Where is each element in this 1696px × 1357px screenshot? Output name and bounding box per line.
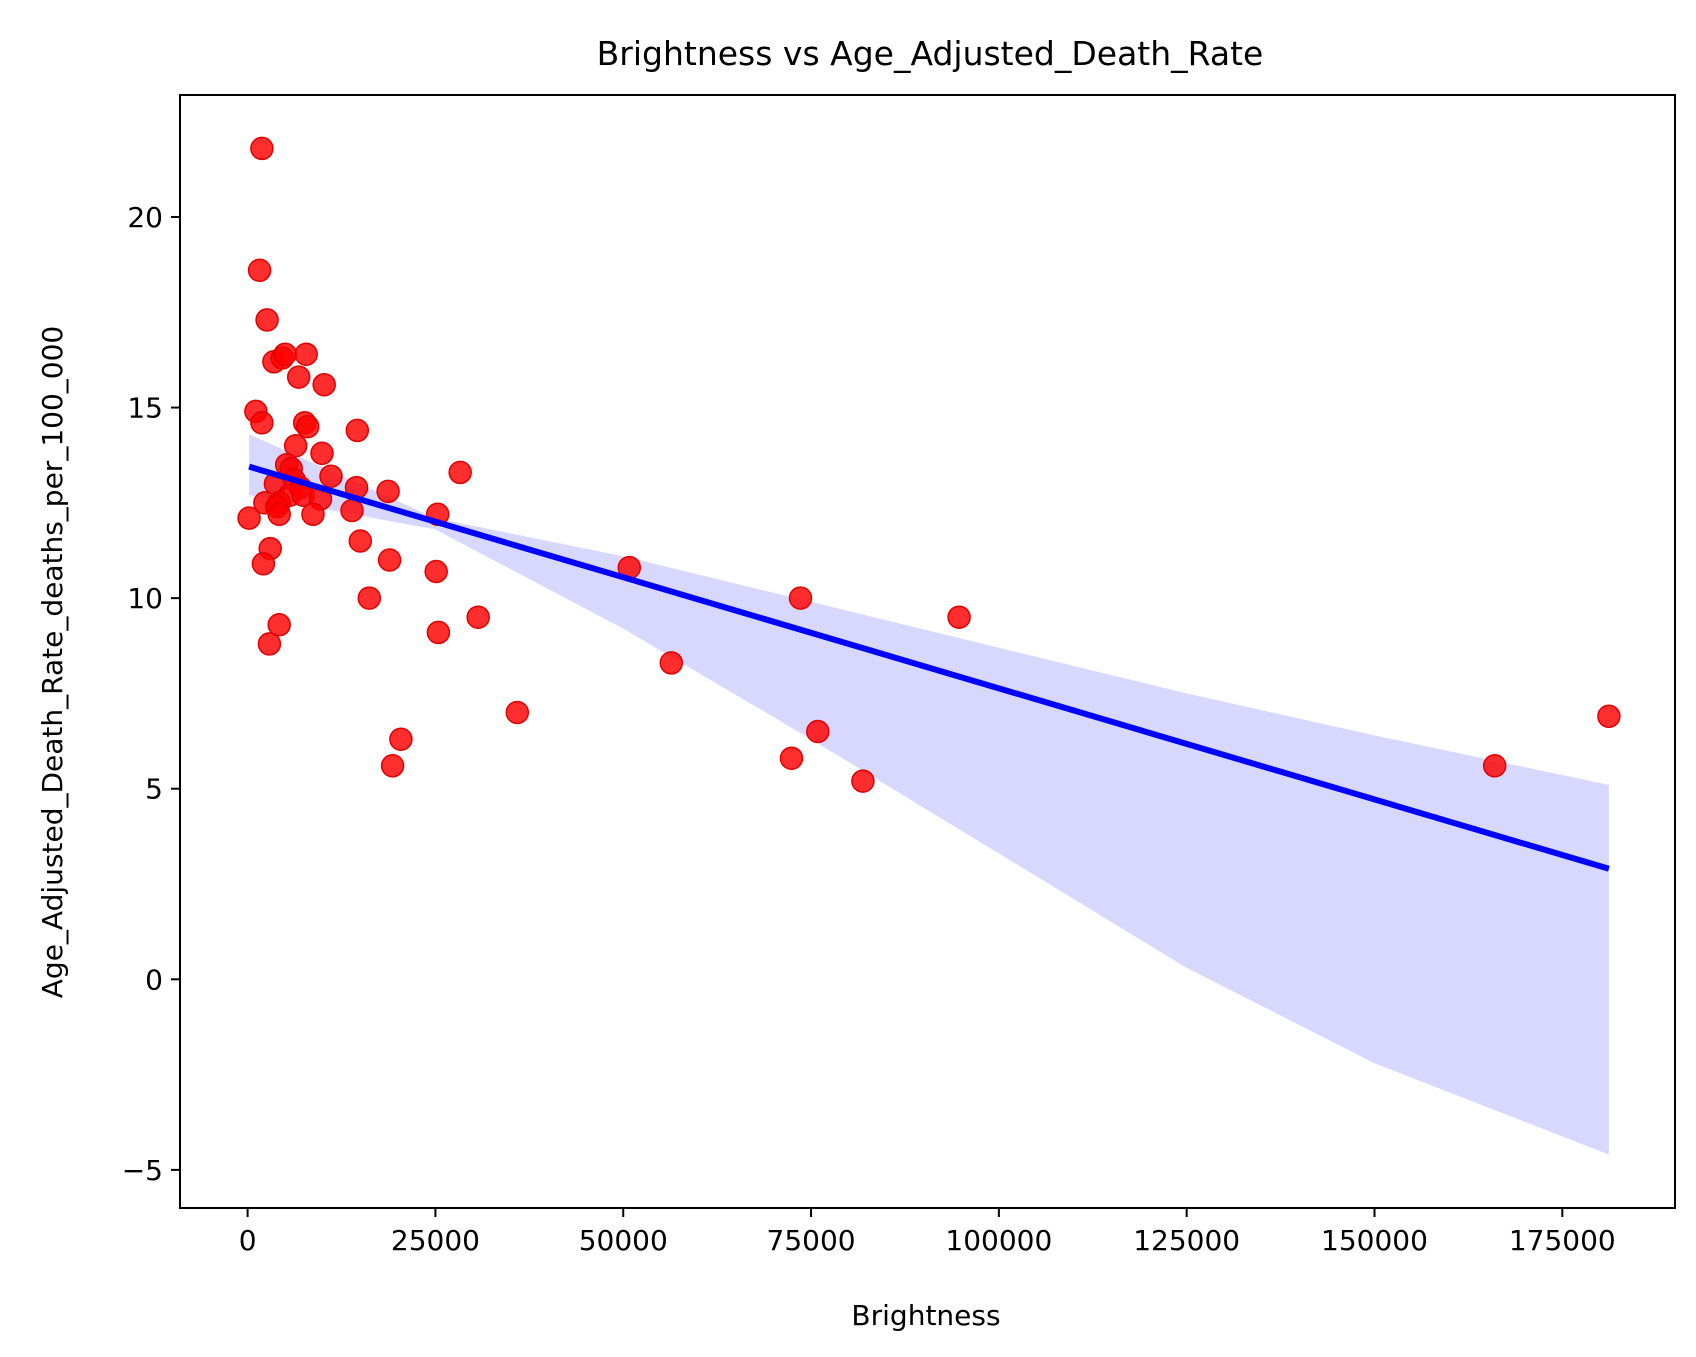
x-tick-label: 175000 bbox=[1509, 1224, 1616, 1257]
axes-frame bbox=[179, 94, 1676, 1209]
data-point bbox=[466, 605, 490, 629]
data-point bbox=[294, 342, 318, 366]
y-axis-label: Age_Adjusted_Death_Rate_deaths_per_100_0… bbox=[36, 326, 69, 998]
chart-title: Brightness vs Age_Adjusted_Death_Rate bbox=[597, 34, 1264, 73]
y-tick-label: 5 bbox=[145, 773, 163, 806]
data-point bbox=[779, 746, 804, 770]
data-point bbox=[247, 258, 272, 283]
x-tick-label: 25000 bbox=[391, 1224, 480, 1257]
data-point bbox=[286, 365, 311, 389]
regression-line bbox=[248, 463, 1610, 872]
data-point bbox=[448, 460, 472, 485]
x-tick-label: 150000 bbox=[1321, 1224, 1428, 1257]
data-point bbox=[250, 411, 274, 435]
y-tick-label: −5 bbox=[122, 1154, 163, 1187]
axes: 0 25000 50000 75000 100000 125000 150000 175000… bbox=[122, 94, 1676, 1257]
x-tick-label: 75000 bbox=[767, 1224, 856, 1257]
data-point bbox=[377, 548, 402, 572]
data-point bbox=[340, 498, 364, 523]
data-point bbox=[389, 727, 413, 751]
data-point bbox=[257, 632, 282, 656]
y-tick-label: 20 bbox=[127, 201, 163, 234]
data-point bbox=[255, 308, 279, 332]
data-point bbox=[295, 414, 320, 439]
x-tick-label: 50000 bbox=[579, 1224, 668, 1257]
data-point bbox=[237, 506, 261, 530]
y-tick-label: 15 bbox=[127, 392, 163, 425]
data-point bbox=[301, 502, 325, 527]
data-point bbox=[348, 529, 373, 553]
y-tick-label: 10 bbox=[127, 582, 163, 615]
data-point bbox=[273, 342, 297, 366]
data-point bbox=[788, 586, 813, 610]
data-point bbox=[283, 433, 308, 458]
data-point bbox=[806, 719, 830, 744]
data-point bbox=[1482, 754, 1507, 778]
data-point bbox=[312, 372, 336, 397]
data-point bbox=[947, 605, 971, 629]
x-tick-label: 100000 bbox=[945, 1224, 1052, 1257]
data-point bbox=[250, 136, 274, 161]
x-tick-label: 0 bbox=[239, 1224, 257, 1257]
data-point bbox=[1597, 704, 1621, 729]
data-point bbox=[310, 441, 334, 466]
data-point bbox=[357, 586, 382, 610]
data-point bbox=[376, 479, 400, 504]
plot-area bbox=[237, 136, 1621, 1155]
data-point bbox=[380, 754, 405, 778]
data-point bbox=[345, 418, 370, 443]
x-tick-label: 125000 bbox=[1133, 1224, 1240, 1257]
data-point bbox=[267, 613, 291, 637]
x-axis-label: Brightness bbox=[851, 1299, 1000, 1332]
data-point bbox=[424, 559, 448, 584]
y-tick-label: 0 bbox=[145, 963, 163, 996]
data-point bbox=[659, 651, 684, 675]
data-point bbox=[426, 620, 451, 645]
data-point bbox=[319, 464, 343, 488]
data-point bbox=[251, 552, 276, 576]
data-point bbox=[505, 700, 530, 725]
data-point bbox=[267, 502, 291, 527]
data-point bbox=[851, 769, 875, 793]
confidence-band bbox=[249, 434, 1609, 1155]
